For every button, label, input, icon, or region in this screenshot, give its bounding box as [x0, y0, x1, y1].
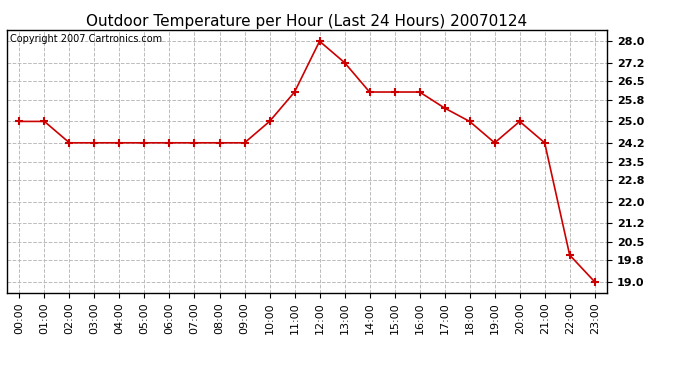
Title: Outdoor Temperature per Hour (Last 24 Hours) 20070124: Outdoor Temperature per Hour (Last 24 Ho…: [86, 14, 528, 29]
Text: Copyright 2007 Cartronics.com: Copyright 2007 Cartronics.com: [10, 34, 162, 44]
